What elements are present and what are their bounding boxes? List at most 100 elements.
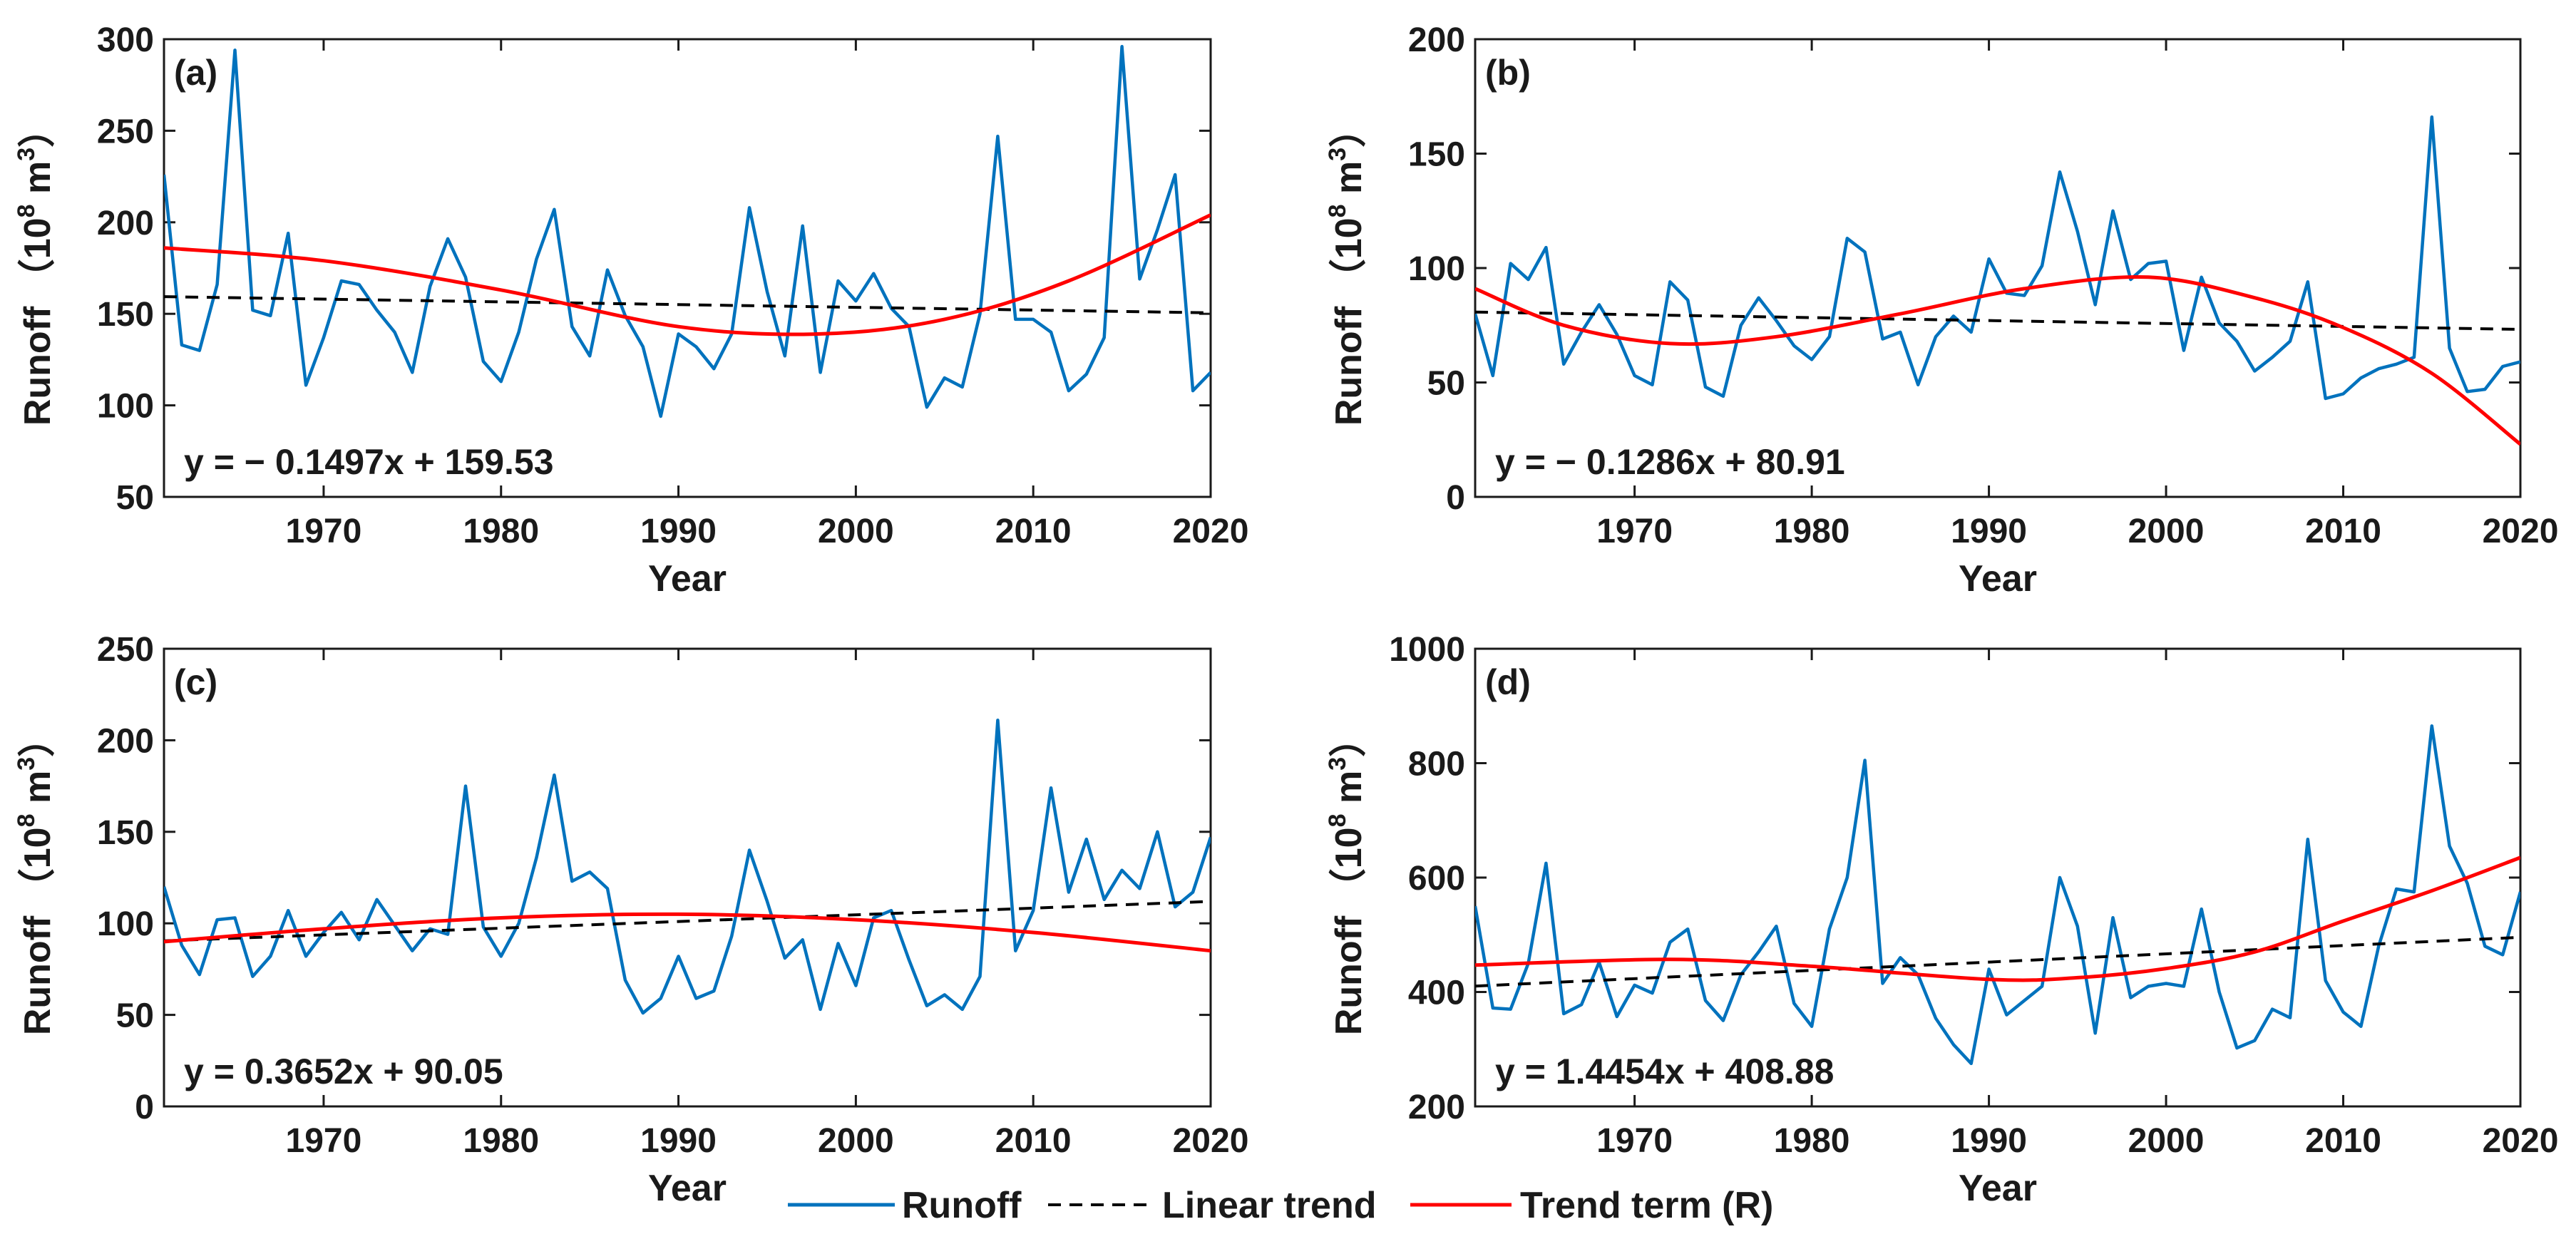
x-tick-label: 1970 <box>1596 513 1673 550</box>
x-axis-label: Year <box>1959 558 2037 600</box>
x-tick-label: 2000 <box>818 513 894 550</box>
y-axis-unit-exponent: 8 <box>1324 204 1351 217</box>
x-tick-label: 2000 <box>2128 513 2205 550</box>
x-tick-label: 2010 <box>2305 513 2381 550</box>
y-tick-label: 300 <box>97 21 154 59</box>
x-tick-label: 1980 <box>463 513 539 550</box>
panel-label: (b) <box>1485 53 1531 93</box>
y-tick-label: 200 <box>1408 21 1465 59</box>
legend-linear-trend-label: Linear trend <box>1162 1185 1377 1226</box>
y-tick-label: 0 <box>1446 479 1465 517</box>
x-tick-label: 1990 <box>1951 1122 2027 1160</box>
y-axis-label: Runoff （108 m3） <box>1324 110 1370 426</box>
y-axis-label-part: 10 <box>17 217 58 259</box>
x-axis-label: Year <box>648 1168 727 1209</box>
y-axis-label-part: Runoff （ <box>17 259 58 426</box>
y-axis-label-part: Runoff （ <box>17 868 58 1035</box>
x-tick-label: 2020 <box>2483 513 2559 550</box>
linear-trend-line <box>1475 935 2520 988</box>
y-axis-label-part: m <box>1328 771 1370 814</box>
panel-label: (d) <box>1485 662 1531 702</box>
y-tick-label: 150 <box>97 814 154 852</box>
x-tick-label: 2020 <box>1173 513 1249 550</box>
x-axis-label: Year <box>648 558 727 600</box>
y-axis-label-part: ） <box>17 110 58 148</box>
x-tick-label: 2020 <box>2483 1122 2559 1160</box>
y-tick-label: 250 <box>97 631 154 669</box>
y-axis-label-part: Runoff （ <box>1328 259 1370 426</box>
linear-trend-line <box>164 900 1211 942</box>
x-tick-label: 2000 <box>2128 1122 2205 1160</box>
plot-frame <box>163 38 1212 498</box>
x-tick-label: 1990 <box>1951 513 2027 550</box>
trend-term-curve <box>164 213 1211 336</box>
y-axis-label-part: m <box>17 771 58 814</box>
linear-trend-line <box>1475 310 2520 331</box>
y-axis-unit-exponent: 8 <box>13 204 40 217</box>
y-tick-label: 400 <box>1408 975 1465 1012</box>
runoff-line <box>164 718 1211 1015</box>
y-axis-label-part: ） <box>17 720 58 757</box>
y-tick-label: 200 <box>97 205 154 242</box>
x-tick-label: 1970 <box>1596 1122 1673 1160</box>
plot-area <box>164 45 1211 418</box>
x-tick-label: 2010 <box>995 513 1072 550</box>
runoff-line <box>1475 724 2520 1066</box>
y-tick-label: 100 <box>97 905 154 943</box>
legend-trend-term-label: Trend term (R) <box>1520 1185 1773 1226</box>
x-tick-label: 1980 <box>1774 1122 1850 1160</box>
y-axis-unit-exponent: 8 <box>13 813 40 827</box>
plot-frame <box>163 647 1212 1108</box>
x-tick-label: 2000 <box>818 1122 894 1160</box>
x-tick-label: 1970 <box>286 1122 362 1160</box>
linear-trend-line <box>164 295 1211 314</box>
panel-d: 200 400 600 800 1000 1970 1980 1990 2000 2010 2020… <box>1324 631 2558 1209</box>
x-tick-label: 1970 <box>286 513 362 550</box>
y-axis-label-part: m <box>17 161 58 205</box>
y-tick-label: 50 <box>1427 365 1465 403</box>
y-tick-label: 200 <box>97 722 154 760</box>
y-axis-unit-exponent: 8 <box>1324 813 1351 827</box>
legend-runoff-label: Runoff <box>902 1185 1022 1226</box>
x-tick-label: 2020 <box>1173 1122 1249 1160</box>
y-tick-label: 100 <box>97 388 154 426</box>
plot-area <box>1475 724 2520 1066</box>
y-tick-label: 600 <box>1408 860 1465 898</box>
legend: Runoff Linear trend Trend term (R) <box>788 1185 1773 1226</box>
x-tick-label: 1980 <box>1774 513 1850 550</box>
y-tick-label: 100 <box>1408 250 1465 288</box>
y-tick-label: 1000 <box>1389 631 1465 669</box>
y-axis-label: Runoff （108 m3） <box>13 110 58 426</box>
y-axis-label-part: ） <box>1328 110 1370 148</box>
y-axis-label-part: ） <box>1328 720 1370 757</box>
y-axis-label-part: 10 <box>1328 827 1370 868</box>
runoff-line <box>1475 115 2520 401</box>
y-axis-label: Runoff （108 m3） <box>1324 720 1370 1035</box>
y-axis-unit-exponent: 3 <box>1324 757 1351 771</box>
x-tick-label: 2010 <box>995 1122 1072 1160</box>
runoff-line <box>164 45 1211 418</box>
panel-a: 50 100 150 200 250 300 1970 1980 1990 2000 2010 202… <box>13 21 1248 600</box>
y-tick-label: 50 <box>116 997 154 1035</box>
x-tick-label: 1990 <box>640 513 717 550</box>
y-tick-label: 0 <box>135 1089 154 1126</box>
x-tick-label: 1990 <box>640 1122 717 1160</box>
y-axis-label: Runoff （108 m3） <box>13 720 58 1035</box>
y-axis-label-part: Runoff （ <box>1328 868 1370 1035</box>
y-tick-label: 250 <box>97 113 154 150</box>
panel-label: (c) <box>174 662 217 702</box>
y-tick-label: 150 <box>1408 136 1465 174</box>
x-axis-label: Year <box>1959 1168 2037 1209</box>
plot-area <box>164 718 1211 1015</box>
plot-area <box>1475 115 2520 446</box>
regression-equation: y = 1.4454x + 408.88 <box>1495 1052 1834 1091</box>
y-tick-label: 50 <box>116 479 154 517</box>
trend-term-curve <box>164 912 1211 953</box>
regression-equation: y = − 0.1497x + 159.53 <box>184 442 554 482</box>
trend-term-curve <box>1475 275 2520 446</box>
y-axis-unit-exponent: 3 <box>13 148 40 161</box>
panel-b: 0 50 100 150 200 1970 1980 1990 2000 2010 2020 Year… <box>1324 21 2558 600</box>
panel-label: (a) <box>174 53 217 93</box>
plot-frame <box>1474 647 2522 1108</box>
